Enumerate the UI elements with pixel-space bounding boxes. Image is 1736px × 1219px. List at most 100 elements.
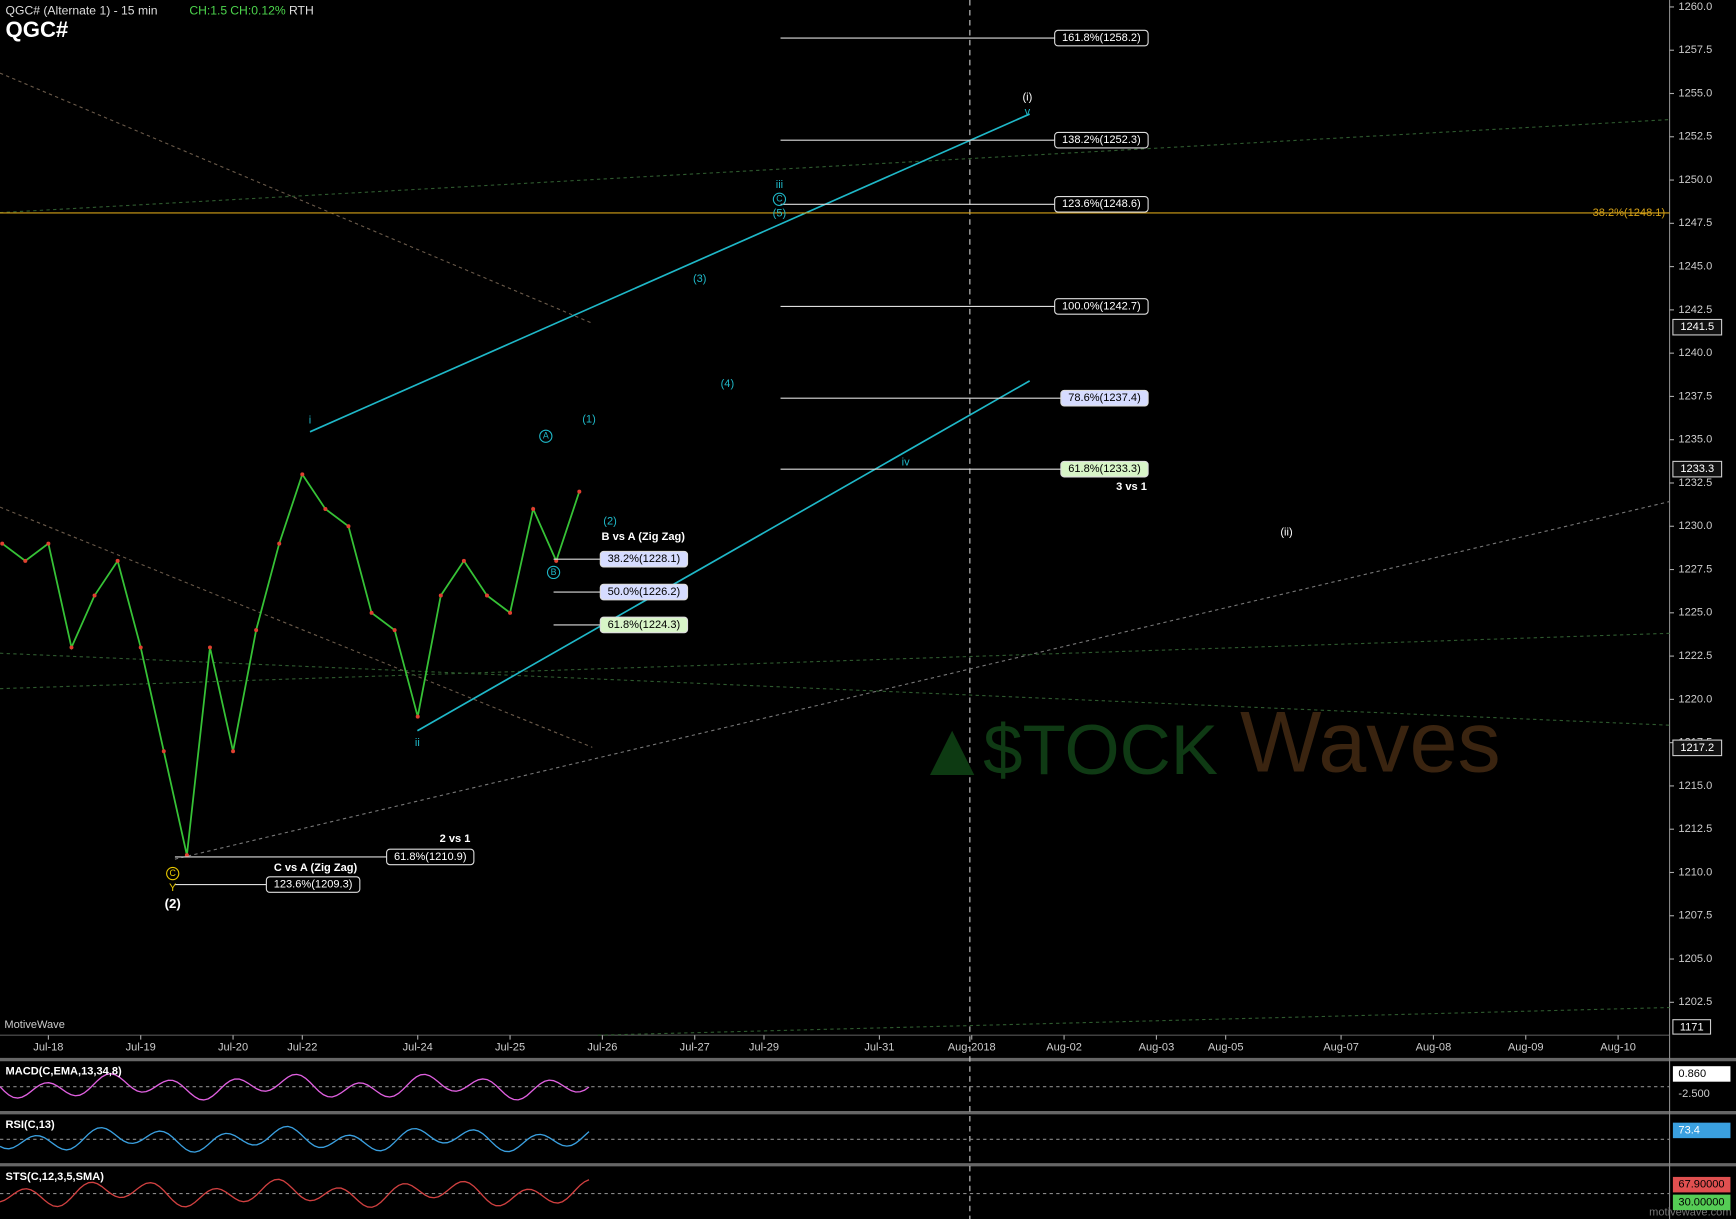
- retracement-label: 38.2%(1248.1): [1593, 207, 1666, 219]
- wave-label: i: [309, 415, 311, 427]
- fib-box: [265, 876, 361, 893]
- fib-note: 2 vs 1: [440, 833, 471, 845]
- wave-label: iv: [902, 457, 910, 469]
- fib-label: 100.0%(1242.7): [1062, 300, 1141, 312]
- price-line: [1, 472, 581, 856]
- price-point: [461, 558, 466, 563]
- y-tick-label: 1242.5: [1678, 304, 1712, 316]
- y-tick-label: 1225.0: [1678, 607, 1712, 619]
- volume-label: 1171: [1680, 1021, 1704, 1033]
- wave-label: C: [170, 868, 177, 878]
- y-tick-label: 1240.0: [1678, 347, 1712, 359]
- x-tick-label: Aug-08: [1416, 1041, 1452, 1053]
- wave-label: (3): [693, 273, 707, 285]
- wave-label: Y: [169, 882, 177, 894]
- fib-label: 123.6%(1209.3): [274, 879, 353, 891]
- fib-label: 38.2%(1228.1): [608, 553, 681, 565]
- y-tick-label: 1235.0: [1678, 434, 1712, 446]
- price-point: [277, 541, 282, 546]
- price-point: [46, 541, 51, 546]
- x-tick-label: Jul-25: [495, 1041, 525, 1053]
- indicator-label: 0.860: [1678, 1068, 1706, 1080]
- fib-label: 61.8%(1224.3): [608, 619, 681, 631]
- trend-line: [0, 72, 593, 324]
- price-point: [115, 558, 120, 563]
- y-tick-label: 1222.5: [1678, 650, 1712, 662]
- indicator-line: [0, 1178, 590, 1208]
- price-point: [415, 714, 420, 719]
- price-point: [392, 628, 397, 633]
- brand: MotiveWave: [4, 1019, 64, 1031]
- y-tick-label: 1227.5: [1678, 563, 1712, 575]
- price-point: [554, 558, 559, 563]
- fib-box: [599, 550, 689, 568]
- change-pct: CH:0.12%: [230, 3, 286, 17]
- fib-label: 50.0%(1226.2): [608, 586, 681, 598]
- y-tick-label: 1210.0: [1678, 866, 1712, 878]
- fib-label: 61.8%(1210.9): [394, 851, 467, 863]
- wave-label: (ii): [1280, 526, 1292, 538]
- price-point: [184, 853, 189, 858]
- fib-note: 3 vs 1: [1116, 481, 1147, 493]
- price-point: [323, 506, 328, 511]
- wave-label: v: [1025, 106, 1031, 118]
- y-tick-label: 1202.5: [1678, 996, 1712, 1008]
- fib-note: C vs A (Zig Zag): [274, 862, 358, 874]
- fib-note: B vs A (Zig Zag): [602, 531, 686, 543]
- price-point: [69, 645, 74, 650]
- price-point: [231, 749, 236, 754]
- x-tick-label: Jul-18: [33, 1041, 63, 1053]
- fib-label: 78.6%(1237.4): [1068, 392, 1141, 404]
- indicator-label: 30.00000: [1678, 1196, 1724, 1208]
- wave-label: C: [776, 194, 783, 204]
- x-tick-label: Aug-03: [1139, 1041, 1175, 1053]
- fib-box: [1054, 131, 1149, 149]
- wave-circle: [546, 565, 561, 580]
- y-tick-label: 1230.0: [1678, 520, 1712, 532]
- indicator-title: RSI(C,13): [6, 1119, 55, 1131]
- price-badge-label: 1241.5: [1680, 321, 1714, 333]
- wave-label: (i): [1023, 91, 1033, 103]
- wave-label: (4): [721, 378, 735, 390]
- x-tick-label: Jul-20: [218, 1041, 248, 1053]
- x-tick-label: Aug-05: [1208, 1041, 1244, 1053]
- wave-circle: [539, 429, 553, 443]
- indicator-title: STS(C,12,3,5,SMA): [6, 1171, 105, 1183]
- x-tick-label: Aug-2018: [948, 1041, 996, 1053]
- x-tick-label: Jul-19: [126, 1041, 156, 1053]
- fib-label: 138.2%(1252.3): [1062, 134, 1141, 146]
- chart-title: QGC# (Alternate 1) - 15 min: [6, 3, 158, 17]
- watermark-icon: [930, 730, 975, 776]
- y-tick-label: 1255.0: [1678, 87, 1712, 99]
- y-tick-label: 1250.0: [1678, 174, 1712, 186]
- fib-box: [386, 848, 475, 866]
- fib-label: 123.6%(1248.6): [1062, 198, 1141, 210]
- fib-label: 61.8%(1233.3): [1068, 463, 1141, 475]
- x-tick-label: Jul-24: [403, 1041, 433, 1053]
- price-point: [508, 610, 513, 615]
- trend-line: [597, 1006, 1670, 1036]
- watermark: $TOCK: [983, 711, 1218, 790]
- wave-label: (5): [773, 208, 787, 220]
- x-tick-label: Jul-27: [680, 1041, 710, 1053]
- price-point: [138, 645, 143, 650]
- y-tick-label: 1247.5: [1678, 217, 1712, 229]
- volume-badge: [1672, 1019, 1712, 1035]
- price-point: [207, 645, 212, 650]
- y-tick-label: 1260.0: [1678, 1, 1712, 13]
- wave-label: (2): [165, 896, 181, 911]
- indicator-title: MACD(C,EMA,13,34,8): [6, 1066, 122, 1078]
- indicator-label: 73.4: [1678, 1124, 1700, 1136]
- price-point: [577, 489, 582, 494]
- x-tick-label: Aug-09: [1508, 1041, 1544, 1053]
- price-point: [531, 506, 536, 511]
- symbol: QGC#: [6, 17, 69, 42]
- fib-box: [1054, 195, 1149, 213]
- price-point: [23, 558, 28, 563]
- indicator-line: [0, 1125, 590, 1153]
- x-tick-label: Aug-02: [1046, 1041, 1082, 1053]
- fib-box: [1054, 298, 1149, 315]
- fib-box: [599, 583, 689, 601]
